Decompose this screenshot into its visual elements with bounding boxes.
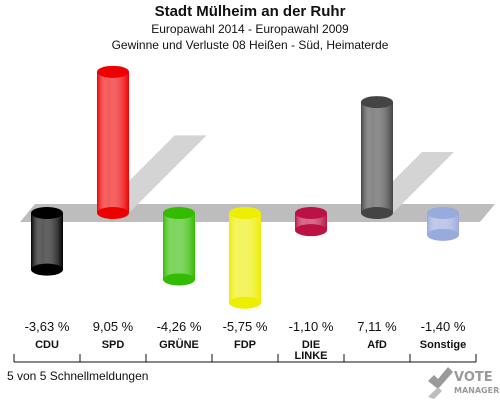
bar-afd bbox=[361, 96, 393, 219]
value-label-cdu: -3,63 % bbox=[25, 319, 70, 334]
footer-note: 5 von 5 Schnellmeldungen bbox=[7, 369, 149, 383]
category-label-cdu: CDU bbox=[35, 339, 59, 351]
value-label-die-linke: -1,10 % bbox=[289, 319, 334, 334]
bar-shine-afd bbox=[361, 102, 393, 213]
bar-top-cap-afd bbox=[361, 96, 393, 109]
value-label-gr-ne: -4,26 % bbox=[157, 319, 202, 334]
bar-shadows bbox=[97, 135, 455, 213]
category-label-afd: AfD bbox=[367, 339, 387, 351]
bar-bottom-cap-fdp bbox=[229, 296, 261, 309]
bar-bottom-cap-spd bbox=[97, 207, 129, 219]
bar-bottom-cap-cdu bbox=[31, 263, 63, 276]
bars bbox=[31, 65, 459, 309]
value-label-afd: 7,11 % bbox=[357, 319, 397, 334]
bar-die-linke bbox=[295, 207, 327, 237]
bar-sonstige bbox=[427, 207, 459, 241]
category-label-fdp: FDP bbox=[234, 339, 256, 351]
bar-shine-cdu bbox=[31, 213, 63, 270]
bar-bottom-cap-afd bbox=[361, 207, 393, 219]
value-label-fdp: -5,75 % bbox=[223, 319, 268, 334]
bar-shine-gr-ne bbox=[163, 213, 195, 280]
bar-shine-fdp bbox=[229, 213, 261, 303]
bar-top-cap-fdp bbox=[229, 207, 261, 219]
bar-fdp bbox=[229, 207, 261, 309]
category-label-spd: SPD bbox=[102, 339, 125, 351]
bar-top-cap-gr-ne bbox=[163, 207, 195, 219]
chart-subtitle: Europawahl 2014 - Europawahl 2009 bbox=[151, 22, 349, 36]
category-label-die-linke: LINKE bbox=[295, 350, 328, 362]
bar-top-cap-die-linke bbox=[295, 207, 327, 219]
checkmark-icon bbox=[428, 367, 453, 399]
category-label-gr-ne: GRÜNE bbox=[159, 338, 199, 351]
bar-cdu bbox=[31, 207, 63, 276]
logo-word-manager: MANAGER bbox=[454, 386, 499, 395]
bar-top-cap-spd bbox=[97, 65, 129, 78]
category-label-sonstige: Sonstige bbox=[420, 339, 466, 351]
bar-gr-ne bbox=[163, 207, 195, 286]
value-label-sonstige: -1,40 % bbox=[421, 319, 466, 334]
chart-description: Gewinne und Verluste 08 Heißen - Süd, He… bbox=[111, 38, 389, 52]
bar-bottom-cap-gr-ne bbox=[163, 273, 195, 286]
bar-spd bbox=[97, 65, 129, 219]
bar-shine-spd bbox=[97, 71, 129, 213]
bar-bottom-cap-sonstige bbox=[427, 228, 459, 241]
value-labels: -3,63 % 9,05 % -4,26 % -5,75 % -1,10 % 7,11 %… bbox=[25, 319, 466, 334]
bar-shine-sonstige bbox=[427, 213, 459, 235]
value-label-spd: 9,05 % bbox=[93, 319, 134, 334]
chart-title: Stadt Mülheim an der Ruhr bbox=[154, 3, 346, 20]
vote-manager-logo: VOTE MANAGER bbox=[428, 367, 499, 399]
bar-bottom-cap-die-linke bbox=[295, 224, 327, 237]
bar-top-cap-sonstige bbox=[427, 207, 459, 219]
bar-top-cap-cdu bbox=[31, 207, 63, 219]
category-label-die-linke: DIE bbox=[302, 339, 320, 351]
logo-word-vote: VOTE bbox=[454, 370, 493, 385]
